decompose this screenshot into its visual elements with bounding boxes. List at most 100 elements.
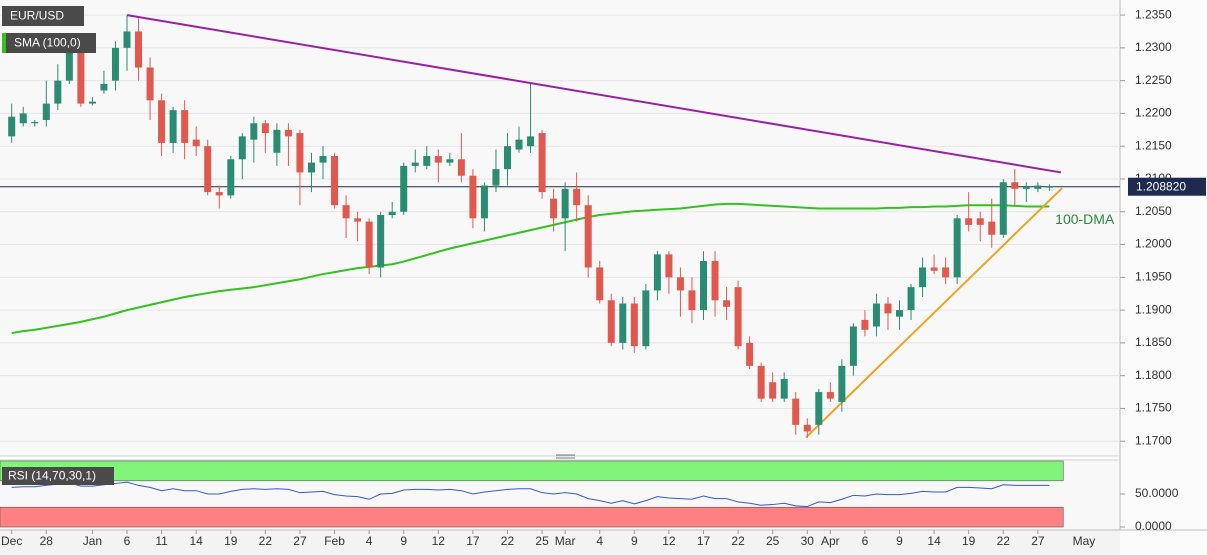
- candle-body: [354, 218, 362, 222]
- y-tick-label: 1.1850: [1135, 335, 1172, 349]
- x-tick-label: 22: [259, 534, 273, 548]
- last-price-label: 1.208820: [1136, 179, 1186, 193]
- y-tick-label: 1.1750: [1135, 401, 1172, 415]
- rsi-overbought-band: [0, 460, 1064, 482]
- y-tick-label: 1.2200: [1135, 106, 1172, 120]
- overlays: 1.208820 100-DMA: [0, 14, 1206, 439]
- candle-body: [146, 67, 154, 101]
- candle-body: [653, 254, 661, 291]
- resize-handle[interactable]: [556, 454, 575, 459]
- y-tick-label: 1.2250: [1135, 73, 1172, 87]
- candle-body: [1011, 182, 1019, 189]
- candle-body: [296, 133, 304, 173]
- candle-body: [192, 139, 200, 147]
- x-tick-label: 11: [155, 534, 168, 548]
- candle-body: [434, 156, 442, 163]
- legend-title: EUR/USD: [10, 9, 64, 23]
- x-tick-label: 4: [366, 534, 373, 548]
- candle-body: [169, 110, 177, 143]
- x-tick-label: 28: [40, 534, 54, 548]
- candle-body: [284, 129, 292, 137]
- candle-body: [261, 123, 269, 134]
- candle-body: [538, 133, 546, 193]
- x-tick-label: 22: [997, 534, 1011, 548]
- candle-body: [457, 159, 465, 176]
- candle-body: [734, 287, 742, 347]
- candle-body: [111, 47, 119, 81]
- x-tick-label: 19: [962, 534, 976, 548]
- candle-body: [492, 169, 500, 186]
- y-tick-label: 1.2150: [1135, 138, 1172, 152]
- x-tick-label: 12: [432, 534, 446, 548]
- candle-body: [665, 254, 673, 278]
- candle-body: [88, 101, 96, 104]
- price-panel: [0, 0, 1120, 456]
- candle-body: [42, 103, 50, 120]
- candles: [8, 15, 1053, 438]
- x-tick-label: 14: [927, 534, 941, 548]
- candle-body: [711, 260, 719, 301]
- candle-body: [1034, 185, 1042, 189]
- candle-body: [757, 365, 765, 399]
- rsi: 50.0000 0.0000 RSI (14,70,30,1): [0, 460, 1179, 533]
- labels: EUR/USD SMA (100,0): [2, 6, 96, 53]
- x-tick-label: May: [1073, 534, 1096, 548]
- candle-body: [942, 267, 950, 278]
- candle-body: [746, 342, 754, 366]
- candle-body: [630, 303, 638, 347]
- sma-annotation: 100-DMA: [1055, 211, 1115, 227]
- y-tick-label: 1.1900: [1135, 302, 1172, 316]
- x-tick-label: 17: [697, 534, 711, 548]
- candle-body: [769, 382, 777, 399]
- x-tick-label: 27: [293, 534, 307, 548]
- x-tick-label: 19: [224, 534, 238, 548]
- legend-box: [2, 33, 96, 53]
- y-tick-label: 1.1950: [1135, 269, 1172, 283]
- x-tick-label: 14: [190, 534, 204, 548]
- candle-body: [19, 113, 27, 124]
- candle-body: [849, 326, 857, 366]
- x-tick-label: 9: [631, 534, 638, 548]
- candle-body: [723, 300, 731, 307]
- candle-body: [826, 392, 834, 399]
- candle-body: [204, 146, 212, 193]
- candle-body: [642, 290, 650, 347]
- x-tick-label: 25: [766, 534, 780, 548]
- candle-body: [988, 221, 996, 235]
- trendline: [126, 14, 1062, 174]
- candle-body: [676, 277, 684, 291]
- candle-body: [815, 392, 823, 425]
- candle-body: [365, 221, 373, 268]
- rsi-label: RSI (14,70,30,1): [8, 469, 96, 483]
- y-tick-label: 1.2300: [1135, 40, 1172, 54]
- x-tick-label: 9: [896, 534, 903, 548]
- candle-body: [919, 267, 927, 288]
- candle-body: [307, 162, 315, 173]
- x-tick-label: 12: [662, 534, 676, 548]
- y-tick-label: 1.1800: [1135, 368, 1172, 382]
- candle-body: [31, 121, 39, 124]
- candle-body: [8, 116, 16, 137]
- candle-body: [411, 162, 419, 166]
- candle-body: [250, 123, 258, 140]
- candle-body: [953, 218, 961, 278]
- candle-body: [377, 215, 385, 268]
- candle-body: [400, 165, 408, 212]
- legend-swatch: [2, 33, 6, 53]
- candle-body: [54, 80, 62, 104]
- x-tick-label: 17: [466, 534, 480, 548]
- candle-body: [100, 83, 108, 91]
- candle-body: [976, 218, 984, 225]
- rsi-tick-label: 50.0000: [1135, 486, 1179, 500]
- time-axis-area: [0, 530, 1120, 555]
- candle-body: [319, 156, 327, 163]
- x-tick-label: Apr: [821, 534, 840, 548]
- candle-body: [388, 211, 396, 216]
- x-tick-label: 27: [1031, 534, 1045, 548]
- candle-body: [1022, 186, 1030, 189]
- candle-body: [607, 300, 615, 343]
- x-tick-label: Dec: [1, 534, 22, 548]
- y-tick-label: 1.2050: [1135, 204, 1172, 218]
